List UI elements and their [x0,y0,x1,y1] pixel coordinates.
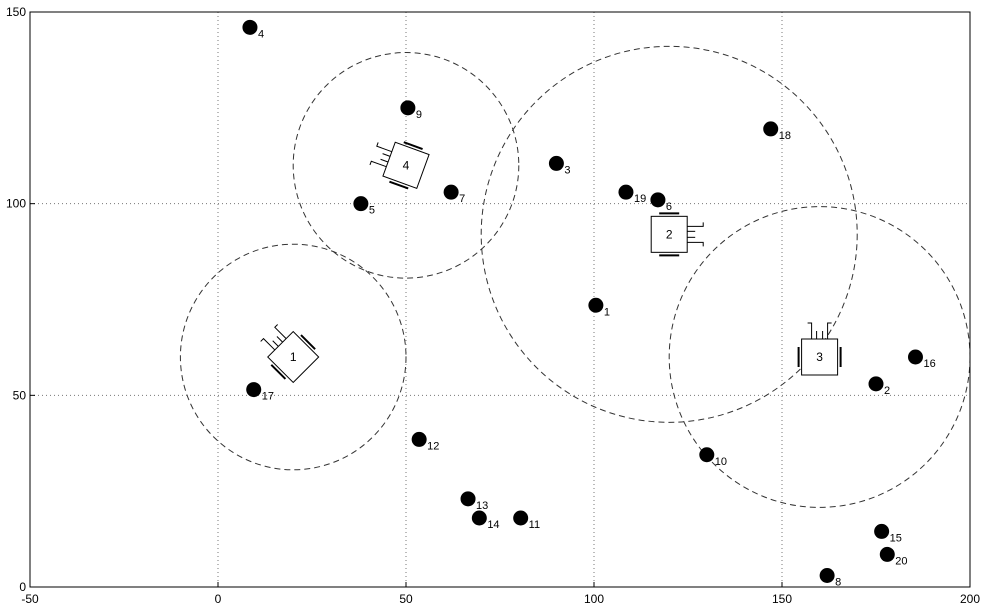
data-point [460,491,476,507]
robot-icon [797,322,842,376]
data-point-label: 10 [715,456,727,468]
data-point-label: 6 [666,201,672,213]
coverage-circle [480,45,858,423]
robot-label: 2 [666,227,673,241]
data-point [548,155,564,171]
x-tick-label: 200 [960,592,980,606]
data-point [819,568,835,583]
data-point-label: 14 [487,519,499,531]
data-point [471,510,487,526]
y-tick-label: 0 [19,580,26,594]
data-point [588,297,604,313]
data-point [443,184,459,200]
y-tick-label: 150 [6,5,26,19]
data-point [699,447,715,463]
data-point-label: 3 [564,164,570,176]
x-tick-label: -50 [21,592,39,606]
data-point-label: 12 [427,440,439,452]
data-point [242,19,258,35]
data-point-label: 13 [476,500,488,512]
data-point [874,523,890,539]
data-point-label: 18 [779,130,791,142]
data-point [650,192,666,208]
data-point [763,121,779,137]
robot-icon [650,212,704,257]
data-point [868,376,884,392]
robot-icon [369,141,430,190]
robot-label: 1 [290,350,297,364]
data-point-label: 20 [895,555,907,567]
data-point-label: 8 [835,577,841,589]
y-tick-label: 100 [6,197,26,211]
robot-label: 4 [403,158,410,172]
data-point [400,100,416,116]
data-point [879,546,895,562]
x-tick-label: 100 [584,592,604,606]
plot-frame [29,11,971,588]
robots: 1 4 2 3 [260,141,842,384]
data-point-label: 5 [369,205,375,217]
x-tick-label: 150 [772,592,792,606]
data-point-label: 1 [604,306,610,318]
data-point [618,184,634,200]
data-point [907,349,923,365]
data-point [411,431,427,447]
data-point-label: 15 [890,532,902,544]
coverage-circle [179,243,407,471]
data-point-label: 4 [258,28,264,40]
robot-label: 3 [816,350,823,364]
data-point-label: 2 [884,385,890,397]
data-point-label: 9 [416,109,422,121]
data-point-label: 17 [262,391,274,403]
y-tick-label: 50 [13,388,27,402]
x-tick-label: 50 [399,592,413,606]
data-point-label: 16 [923,358,935,370]
data-point-label: 7 [459,193,465,205]
robot-icon [260,324,320,384]
data-point [513,510,529,526]
plot-area [30,12,970,587]
data-point-label: 11 [529,519,540,531]
data-point [353,196,369,212]
x-tick-label: 0 [215,592,222,606]
data-point-label: 19 [634,193,646,205]
data-point [246,382,262,398]
coverage-circle [292,52,520,279]
